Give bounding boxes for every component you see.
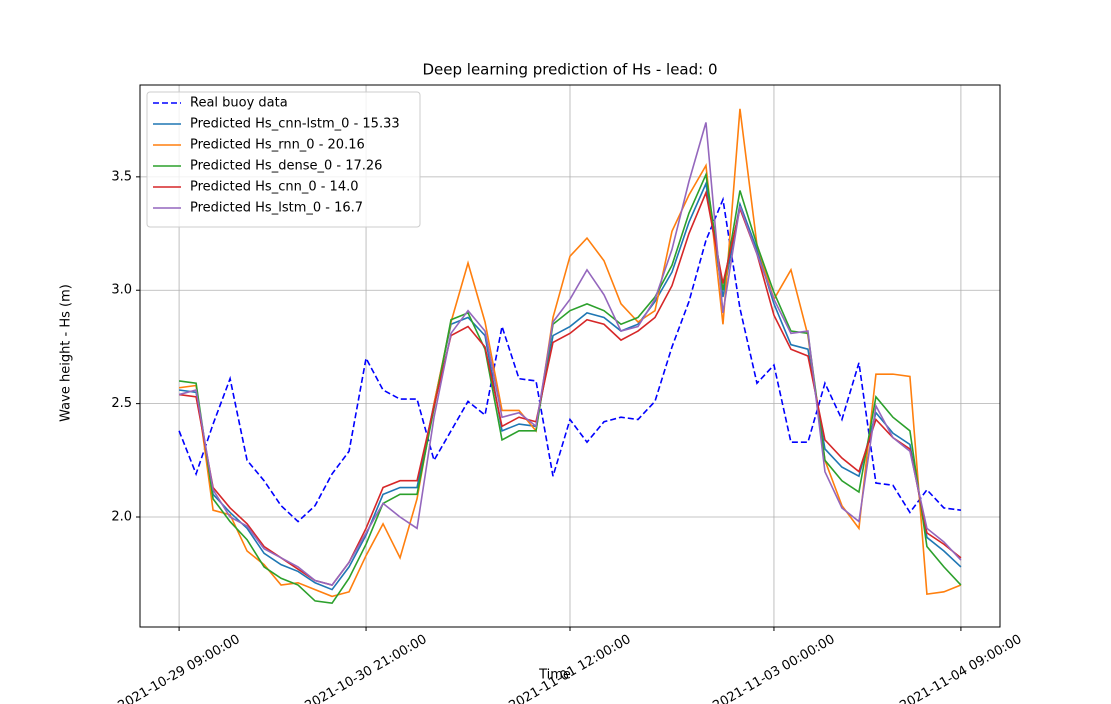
y-tick-label: 2.5 (111, 396, 132, 411)
series-line (178, 196, 962, 523)
legend-box (146, 91, 421, 228)
series-line (178, 171, 962, 605)
plot-frame (139, 84, 1001, 628)
legend-label: Predicted Hs_cnn-lstm_0 - 15.33 (190, 117, 400, 132)
series-line (178, 108, 962, 598)
legend-label: Predicted Hs_lstm_0 - 16.7 (190, 201, 363, 216)
series-line (178, 122, 962, 586)
legend-label: Predicted Hs_cnn_0 - 14.0 (190, 180, 359, 195)
y-axis-label: Wave height - Hs (m) (59, 284, 74, 422)
y-tick-label: 3.0 (111, 283, 132, 298)
y-tick-label: 3.5 (111, 169, 132, 184)
chart-title: Deep learning prediction of Hs - lead: 0 (422, 61, 717, 79)
legend-label: Predicted Hs_dense_0 - 17.26 (190, 159, 382, 174)
series-line (178, 180, 962, 591)
x-axis-label: Time (538, 668, 571, 683)
y-tick-label: 2.0 (111, 510, 132, 525)
legend-label: Predicted Hs_rnn_0 - 20.16 (190, 138, 365, 153)
legend-label: Real buoy data (190, 96, 288, 111)
